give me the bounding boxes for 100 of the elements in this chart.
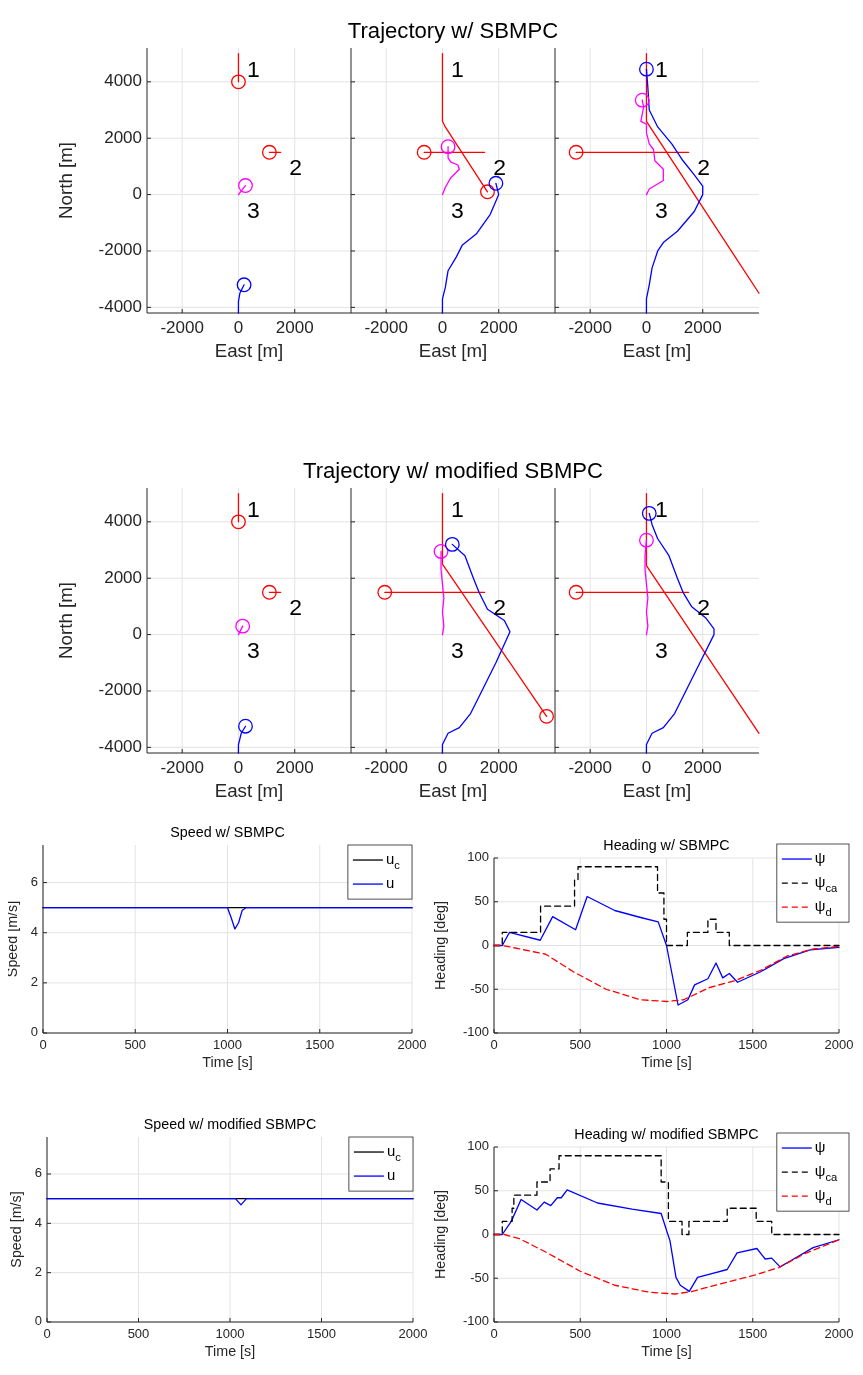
- annotation: 3: [654, 636, 668, 663]
- y-tick-label: 0: [481, 1225, 489, 1241]
- legend-label: ψ$_{d}$: [814, 1186, 832, 1208]
- legend-label: u$_{c}$: [385, 849, 401, 871]
- x-tick-label: -2000: [364, 758, 408, 778]
- x-tick-label: 2000: [824, 1036, 854, 1052]
- x-tick-label: 500: [124, 1036, 147, 1052]
- y-tick-label: -4000: [98, 736, 142, 756]
- legend-label: ψ$_{ca}$: [814, 1162, 839, 1184]
- y-tick-label: 6: [30, 874, 38, 890]
- chart-title: Trajectory w/ modified SBMPC: [303, 457, 604, 483]
- y-tick-label: 4000: [104, 511, 142, 531]
- y-tick-label: -50: [470, 1269, 489, 1285]
- x-tick-label: 0: [233, 758, 244, 778]
- y-tick-label: 100: [467, 849, 489, 865]
- y-tick-label: 0: [30, 1024, 38, 1040]
- x-tick-label: 2000: [398, 1325, 428, 1341]
- y-tick-label: -4000: [98, 296, 142, 316]
- x-tick-label: 1000: [215, 1325, 245, 1341]
- y-tick-label: 0: [481, 936, 489, 952]
- y-axis-title: Heading [deg]: [431, 900, 448, 991]
- x-tick-label: 1500: [738, 1325, 768, 1341]
- y-tick-label: 100: [467, 1138, 489, 1154]
- legend-label: u$_{c}$: [386, 1141, 402, 1163]
- annotation: 1: [450, 55, 464, 82]
- y-axis-title: North [m]: [55, 142, 77, 219]
- x-tick-label: -2000: [160, 318, 204, 338]
- y-tick-label: 4: [30, 924, 38, 940]
- legend-label: ψ: [814, 1137, 826, 1155]
- legend-label: ψ$_{ca}$: [814, 873, 839, 895]
- legend-label: ψ: [814, 848, 826, 866]
- x-axis-title: Time [s]: [641, 1053, 692, 1070]
- x-tick-label: 2000: [824, 1325, 854, 1341]
- x-tick-label: 1500: [738, 1036, 768, 1052]
- y-axis-title: North [m]: [55, 582, 77, 659]
- y-tick-label: 2: [30, 974, 38, 990]
- annotation: 1: [654, 55, 668, 82]
- y-tick-label: -50: [470, 980, 489, 996]
- x-tick-label: 1500: [307, 1325, 336, 1341]
- annotation: 1: [450, 495, 464, 522]
- y-tick-label: -100: [462, 1313, 489, 1329]
- y-tick-label: 50: [474, 893, 489, 909]
- annotation: 1: [246, 55, 260, 82]
- x-tick-label: 0: [641, 318, 652, 338]
- legend-label: ψ$_{d}$: [814, 897, 832, 919]
- y-tick-label: -100: [462, 1024, 489, 1040]
- x-tick-label: -2000: [160, 758, 204, 778]
- x-axis-title: East [m]: [622, 340, 692, 362]
- x-axis-title: East [m]: [214, 780, 284, 802]
- annotation: 3: [246, 636, 260, 663]
- y-tick-label: 2: [34, 1264, 42, 1280]
- chart-title: Speed w/ modified SBMPC: [143, 1116, 317, 1133]
- x-tick-label: 500: [569, 1036, 592, 1052]
- annotation: 1: [246, 495, 260, 522]
- chart-title: Heading w/ modified SBMPC: [574, 1126, 759, 1143]
- x-tick-label: 2000: [397, 1036, 427, 1052]
- chart-title: Trajectory w/ SBMPC: [347, 17, 559, 43]
- y-tick-label: 4000: [104, 71, 142, 91]
- chart-title: Speed w/ SBMPC: [170, 824, 285, 841]
- x-tick-label: 1000: [213, 1036, 242, 1052]
- annotation: 3: [450, 196, 464, 223]
- y-tick-label: 4: [34, 1214, 42, 1230]
- x-axis-title: Time [s]: [204, 1342, 256, 1359]
- x-tick-label: 500: [569, 1325, 592, 1341]
- x-tick-label: 500: [127, 1325, 150, 1341]
- x-tick-label: 1000: [652, 1036, 681, 1052]
- y-tick-label: -2000: [98, 240, 142, 260]
- chart-title: Heading w/ SBMPC: [603, 837, 730, 854]
- y-axis-title: Speed [m/s]: [8, 1191, 24, 1268]
- legend-label: u: [385, 874, 395, 892]
- x-axis-title: East [m]: [214, 340, 284, 362]
- x-tick-label: 0: [437, 318, 448, 338]
- annotation: 2: [289, 594, 302, 621]
- x-tick-label: -2000: [568, 318, 612, 338]
- annotation: 3: [450, 636, 464, 663]
- y-tick-label: 6: [34, 1165, 42, 1181]
- annotation: 1: [654, 495, 668, 522]
- x-axis-title: East [m]: [418, 780, 488, 802]
- x-tick-label: 2000: [275, 758, 314, 778]
- x-tick-label: 1500: [305, 1036, 335, 1052]
- x-tick-label: -2000: [568, 758, 612, 778]
- x-tick-label: -2000: [364, 318, 408, 338]
- y-axis-title: Heading [deg]: [431, 1189, 448, 1280]
- x-tick-label: 0: [233, 318, 244, 338]
- annotation: 2: [697, 594, 710, 621]
- x-tick-label: 0: [437, 758, 448, 778]
- y-tick-label: 50: [474, 1182, 489, 1198]
- annotation: 2: [697, 154, 710, 181]
- y-tick-label: 0: [132, 624, 142, 644]
- x-tick-label: 2000: [275, 318, 314, 338]
- x-axis-title: East [m]: [418, 340, 488, 362]
- x-tick-label: 2000: [683, 318, 722, 338]
- x-tick-label: 1000: [652, 1325, 681, 1341]
- x-tick-label: 2000: [683, 758, 722, 778]
- y-tick-label: 2000: [104, 567, 142, 587]
- x-axis-title: Time [s]: [641, 1342, 692, 1359]
- y-tick-label: -2000: [98, 680, 142, 700]
- annotation: 2: [289, 154, 302, 181]
- x-axis-title: Time [s]: [202, 1053, 253, 1070]
- annotation: 3: [654, 196, 668, 223]
